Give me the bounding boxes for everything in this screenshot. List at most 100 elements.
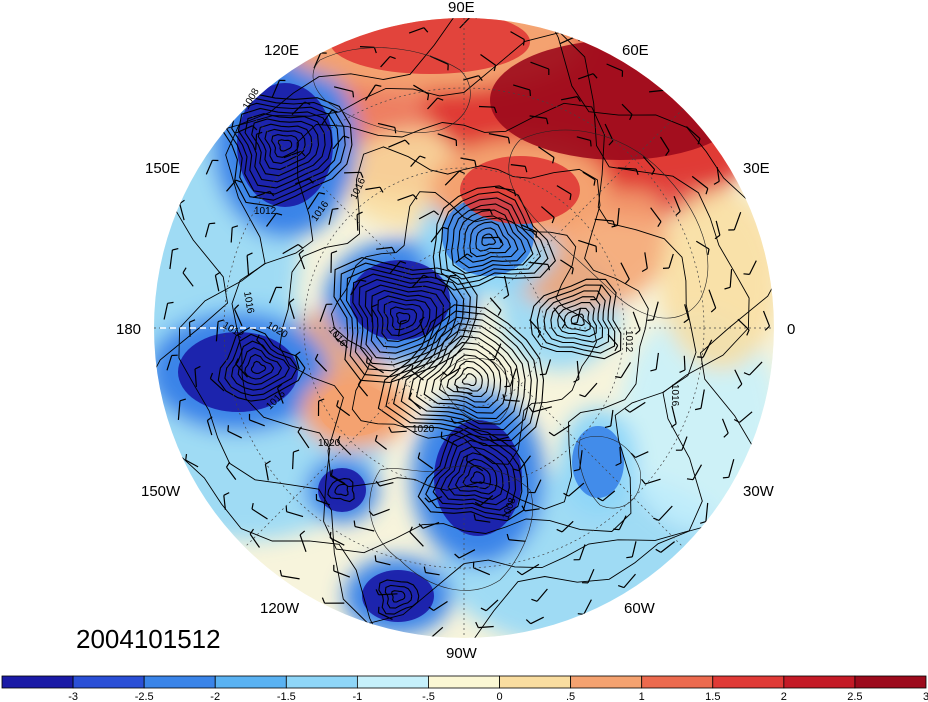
wind-barb — [528, 261, 549, 266]
wind-barb — [427, 97, 439, 110]
colorbar-swatch — [214, 675, 287, 689]
graticule — [154, 18, 774, 638]
wind-barb — [235, 125, 253, 134]
wind-barb-feather — [561, 322, 566, 329]
lon-label-60e: 60E — [622, 42, 649, 59]
wind-barb-feather — [650, 368, 657, 372]
wind-barb-feather — [331, 109, 338, 113]
wind-barb-feather — [288, 298, 295, 304]
wind-barb-feather — [521, 505, 526, 512]
wind-barb-feather — [215, 271, 221, 276]
wind-barb — [389, 260, 401, 274]
isobar — [345, 268, 465, 372]
wind-barb — [503, 275, 510, 296]
wind-barb — [413, 84, 429, 95]
wind-barb — [594, 218, 614, 222]
wind-barb — [397, 321, 402, 337]
isobar — [463, 215, 519, 263]
wind-barb-feather — [440, 431, 443, 438]
wind-barb — [429, 55, 449, 65]
isobar — [244, 113, 326, 183]
wind-barb — [264, 464, 269, 481]
colorbar-tick-label: -3 — [68, 691, 78, 702]
wind-barb — [521, 563, 540, 576]
wind-barb — [458, 549, 476, 559]
wind-barb-feather — [442, 371, 448, 377]
isobar — [417, 427, 529, 522]
isobar — [454, 458, 498, 495]
wind-barb — [728, 459, 735, 478]
wind-barb — [658, 505, 673, 521]
wind-barb — [410, 370, 424, 381]
wind-barb — [576, 308, 581, 324]
wind-barb-feather — [353, 520, 356, 527]
wind-barb-feather — [207, 416, 213, 421]
wind-barb-feather — [185, 454, 188, 461]
wind-barb-feather — [410, 364, 414, 371]
wind-barb — [269, 287, 277, 304]
wind-barb — [408, 27, 425, 34]
wind-barb — [226, 466, 237, 480]
wind-barb-feather — [418, 523, 424, 529]
isobar — [327, 478, 355, 503]
wind-barb — [205, 160, 213, 175]
wind-barb — [314, 358, 328, 372]
wind-barb — [276, 387, 284, 404]
wind-barbs — [163, 18, 771, 638]
wind-barb-feather — [251, 502, 254, 510]
wind-barb-feather — [547, 264, 551, 271]
wind-barb — [457, 391, 473, 395]
wind-barb — [529, 319, 542, 333]
wind-barb-feather — [172, 248, 179, 251]
wind-barb-feather — [232, 225, 239, 229]
wind-barb — [510, 164, 526, 167]
timestamp-label: 2004101512 — [76, 624, 221, 654]
wind-barb — [288, 302, 295, 319]
wind-barb-feather — [506, 533, 510, 540]
wind-barb — [378, 612, 393, 620]
wind-barb — [559, 36, 576, 45]
wind-barb-feather — [360, 279, 367, 282]
wind-barb-feather — [503, 294, 509, 300]
colorbar-tick-label: 1.5 — [705, 691, 720, 702]
colorbar-tick-label: -2.5 — [135, 691, 154, 702]
wind-barb-feather — [641, 478, 646, 485]
wind-barb-feather — [276, 212, 283, 216]
wind-barb-feather — [298, 249, 304, 255]
wind-barb — [455, 253, 468, 263]
wind-barb-feather — [318, 192, 326, 195]
isobar — [446, 360, 489, 398]
wind-barb-feather — [423, 27, 429, 33]
wind-barb — [411, 274, 424, 288]
colorbar-swatch — [712, 675, 785, 689]
wind-barb-feather — [356, 211, 363, 216]
colorbar-swatch — [854, 675, 927, 689]
wind-barb — [185, 459, 199, 468]
wind-barb-feather — [277, 383, 283, 389]
wind-barb-feather — [336, 435, 341, 442]
wind-barb — [480, 495, 494, 506]
coastline — [578, 436, 641, 509]
wind-barb-feather — [705, 188, 709, 195]
wind-barb-feather — [246, 252, 253, 256]
wind-barb-feather — [454, 553, 460, 559]
isobar — [438, 191, 549, 285]
contour-label: 1016 — [669, 384, 680, 407]
colorbar-swatch — [499, 675, 572, 689]
wind-barb-feather — [300, 151, 306, 157]
wind-barb — [705, 502, 709, 522]
wind-barb — [344, 171, 361, 174]
wind-barb — [716, 167, 720, 182]
wind-barb — [194, 368, 197, 387]
wind-barb — [206, 420, 213, 436]
wind-barb — [307, 192, 320, 210]
wind-barb — [166, 355, 173, 371]
wind-barb-feather — [764, 325, 770, 331]
isobar — [231, 102, 340, 195]
wind-barb — [737, 318, 750, 331]
wind-barb — [695, 240, 710, 250]
wind-barb-feather — [694, 407, 702, 411]
wind-barb — [686, 126, 701, 140]
wind-barb — [545, 359, 552, 375]
wind-barb — [233, 308, 243, 327]
